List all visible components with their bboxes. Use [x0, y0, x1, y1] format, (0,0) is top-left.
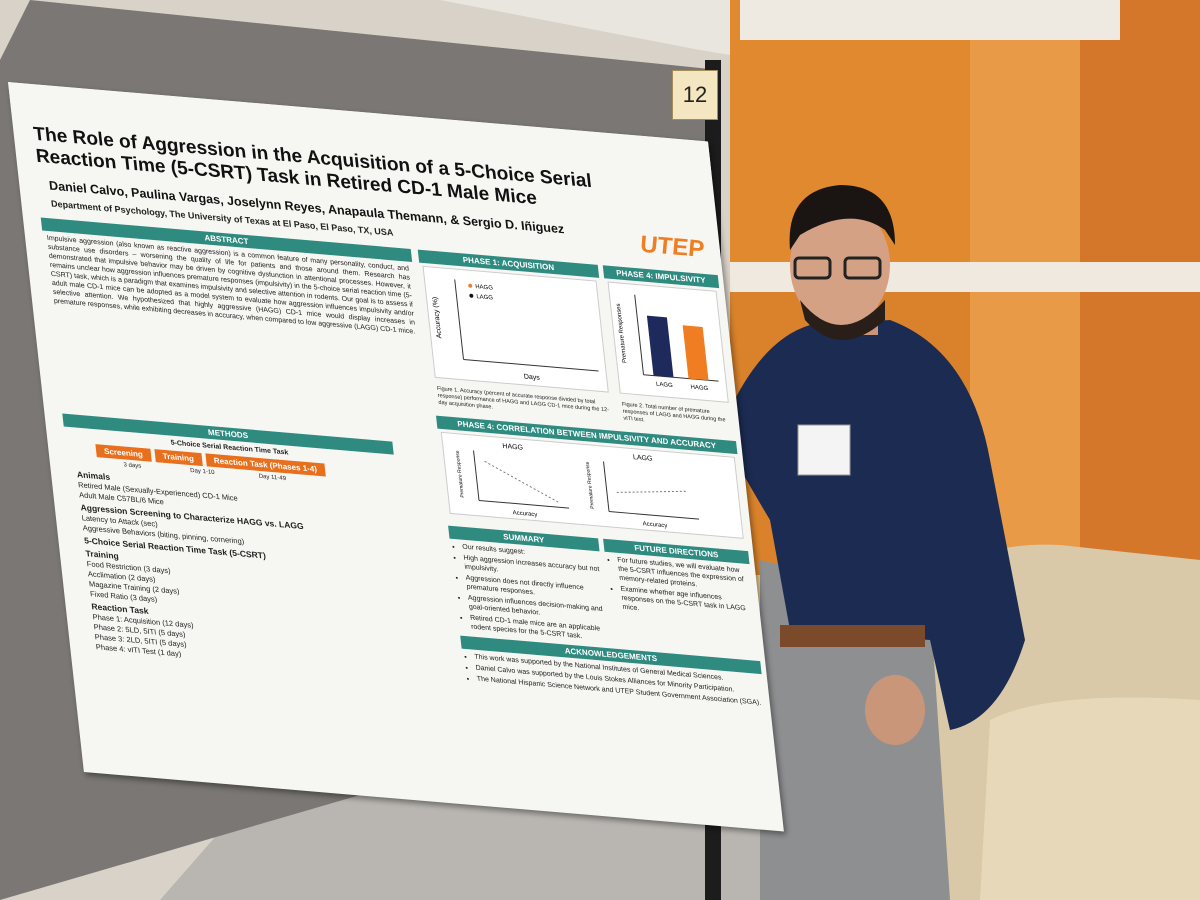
- phase1-chart: Accuracy (%) Days HAGG LAGG: [422, 265, 609, 393]
- x-axis-label: Accuracy: [642, 521, 667, 529]
- summary: SUMMARY Our results suggest:High aggress…: [448, 525, 610, 646]
- summary-list: Our results suggest:High aggression incr…: [462, 543, 610, 644]
- methods: METHODS 5-Choice Serial Reaction Time Ta…: [62, 413, 418, 680]
- legend-label: LAGG: [476, 294, 494, 301]
- panel-label: HAGG: [502, 443, 523, 452]
- name-badge: [797, 424, 851, 476]
- x-tick-label: HAGG: [690, 385, 709, 392]
- acknowledgements: ACKNOWLEDGEMENTS This work was supported…: [460, 635, 765, 711]
- y-axis-label: Accuracy (%): [432, 297, 444, 339]
- legend-label: HAGG: [475, 284, 494, 291]
- poster: The Role of Aggression in the Acquisitio…: [8, 82, 784, 832]
- beard: [800, 300, 885, 340]
- glasses: [843, 256, 882, 280]
- belt: [780, 625, 925, 647]
- panel-label: LAGG: [633, 454, 653, 463]
- hair: [789, 185, 895, 250]
- correlation-chart: HAGG LAGG Accuracy Accuracy Premature Re…: [440, 431, 744, 539]
- correlation: PHASE 4: CORRELATION BETWEEN IMPULSIVITY…: [436, 415, 747, 546]
- y-axis-label: Premature Response: [585, 461, 596, 509]
- y-axis-label: Premature Responses: [616, 303, 629, 363]
- x-tick-label: LAGG: [656, 382, 674, 389]
- face: [790, 203, 890, 327]
- method-items: Animals Retired Male (Sexually-Experience…: [68, 469, 418, 679]
- future-list: For future studies, we will evaluate how…: [617, 556, 756, 623]
- future: FUTURE DIRECTIONS For future studies, we…: [603, 538, 756, 625]
- phase1: PHASE 1: ACQUISITION Accuracy (%) Days H…: [417, 249, 615, 424]
- abstract: ABSTRACT Impulsive aggression (also know…: [40, 217, 421, 340]
- hand: [865, 675, 925, 745]
- figure-caption: Figure 1. Accuracy (percent of accurate …: [436, 385, 610, 414]
- ceiling: [440, 0, 760, 60]
- glasses: [793, 256, 832, 280]
- phase4-chart: Premature Responses LAGG HAGG: [607, 281, 729, 403]
- x-axis-label: Accuracy: [512, 510, 537, 518]
- y-axis-label: Premature Response: [455, 450, 466, 498]
- phase4: PHASE 4: IMPULSIVITY Premature Responses…: [602, 265, 735, 434]
- logo: UTEP: [638, 230, 706, 264]
- bar: [682, 325, 709, 381]
- figure-caption: Figure 2. Total number of premature resp…: [621, 401, 726, 424]
- couch-cushion: [980, 697, 1200, 900]
- x-axis-label: Days: [524, 374, 541, 382]
- bar: [646, 315, 674, 378]
- soffit: [740, 0, 1120, 40]
- board-number: 12: [672, 70, 718, 120]
